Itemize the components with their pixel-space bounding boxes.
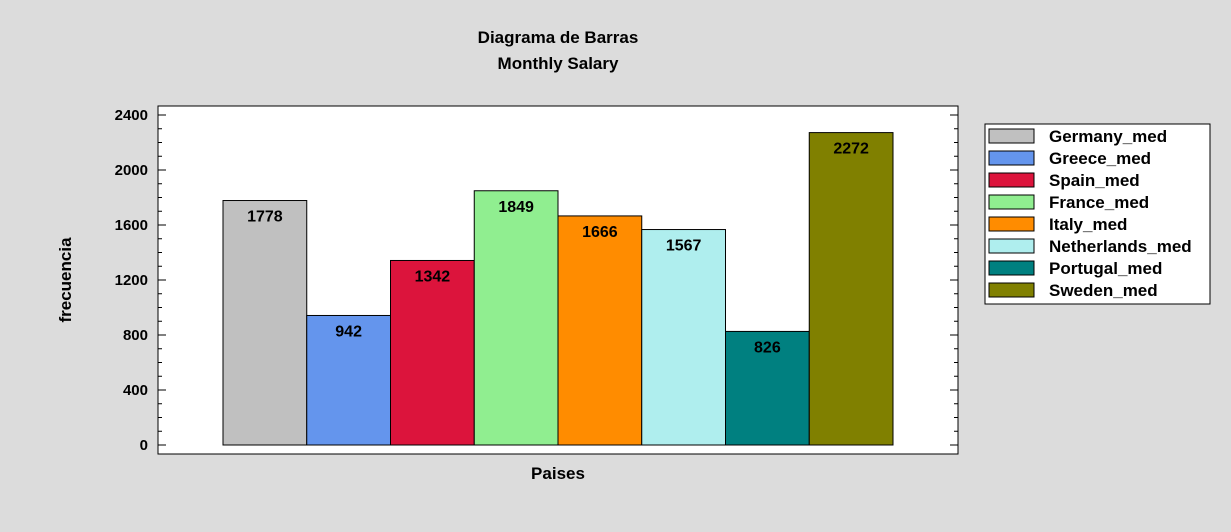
bar-value-label: 942 xyxy=(335,323,362,340)
bar-label-group: 1778 942 1342 1849 1666 1567 826 2272 xyxy=(247,141,869,357)
y-tick-label: 400 xyxy=(123,382,148,399)
bar-value-label: 1342 xyxy=(415,268,451,285)
legend-swatch xyxy=(988,150,1035,166)
bar-value-label: 2272 xyxy=(833,141,869,158)
y-axis-label: frecuencia xyxy=(56,237,75,323)
legend-swatch xyxy=(988,172,1035,188)
y-tick-label: 2000 xyxy=(115,162,148,179)
legend-swatch xyxy=(988,282,1035,298)
bar xyxy=(306,314,391,446)
bar-value-label: 1778 xyxy=(247,209,283,226)
bar xyxy=(390,259,475,446)
y-axis: 0 400 800 1200 1600 2000 2400 xyxy=(115,107,958,454)
legend-label: Portugal_med xyxy=(1049,259,1162,278)
legend-swatch xyxy=(988,260,1035,276)
legend-swatch xyxy=(988,216,1035,232)
bar-group xyxy=(222,132,894,446)
bar xyxy=(808,132,894,446)
legend-label: Italy_med xyxy=(1049,215,1127,234)
y-tick-label: 0 xyxy=(140,437,148,454)
bar-value-label: 1567 xyxy=(666,238,702,255)
bar-value-label: 1849 xyxy=(498,199,534,216)
legend-swatch xyxy=(988,194,1035,210)
y-tick-label: 1600 xyxy=(115,217,148,234)
bar xyxy=(473,190,559,446)
bar-value-label: 826 xyxy=(754,339,781,356)
legend-label: Spain_med xyxy=(1049,171,1140,190)
legend-label: Germany_med xyxy=(1049,127,1167,146)
bar xyxy=(222,200,308,446)
bar xyxy=(725,330,810,446)
bar-value-label: 1666 xyxy=(582,224,618,241)
y-tick-label: 1200 xyxy=(115,272,148,289)
bar xyxy=(641,229,726,446)
y-tick-label: 2400 xyxy=(115,107,148,124)
legend: Germany_med Greece_med Spain_med France_med… xyxy=(984,123,1211,305)
chart-title: Diagrama de Barras xyxy=(478,28,639,47)
legend-items: Germany_med Greece_med Spain_med France_med… xyxy=(988,127,1192,300)
chart-subtitle: Monthly Salary xyxy=(498,54,619,73)
legend-label: Greece_med xyxy=(1049,149,1151,168)
legend-swatch xyxy=(988,128,1035,144)
bar xyxy=(557,215,643,446)
legend-swatch xyxy=(988,238,1035,254)
legend-label: Sweden_med xyxy=(1049,281,1158,300)
legend-label: France_med xyxy=(1049,193,1149,212)
x-axis-label: Paises xyxy=(531,464,585,483)
legend-label: Netherlands_med xyxy=(1049,237,1192,256)
y-tick-label: 800 xyxy=(123,327,148,344)
